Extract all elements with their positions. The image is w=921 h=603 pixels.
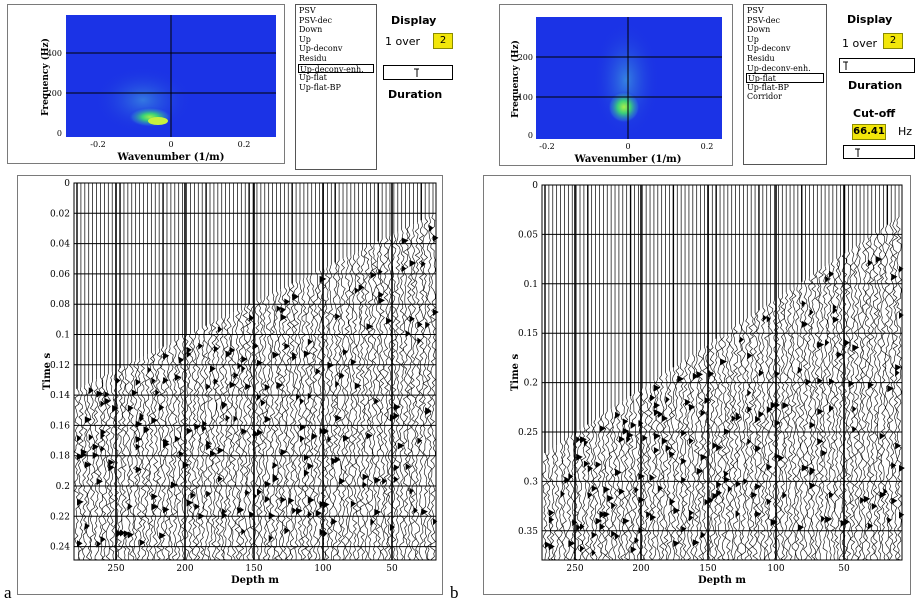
wavefield-item[interactable]: Down [299, 25, 323, 35]
depth-tick-label: 150 [245, 564, 262, 574]
duration-slider-a-thumb[interactable] [413, 68, 419, 77]
wavefield-list-b[interactable]: PSV PSV-dec Down Up Up-deconv Residu Up-deconv… [743, 4, 827, 165]
time-tick-label: 0.18 [50, 452, 70, 462]
fk-b-xtick-neg: -0.2 [539, 142, 554, 151]
time-tick-label: 0.1 [524, 280, 538, 290]
time-tick-label: 0.14 [50, 391, 70, 401]
one-over-label-b: 1 over [842, 37, 878, 50]
cutoff-label: Cut-off [853, 107, 896, 120]
cutoff-slider[interactable] [843, 145, 915, 159]
time-tick-label: 0.06 [50, 270, 70, 280]
time-tick-label: 0.25 [518, 428, 538, 438]
fk-a-xtick-zero: 0 [168, 140, 173, 149]
time-tick-label: 0.1 [56, 331, 70, 341]
seismic-section-a-plot: 0 0.02 0.04 0.06 0.08 0.1 0.12 0.14 0.16 0.18 0.2 0… [42, 179, 439, 586]
wavefield-item[interactable]: Up-deconv-enh. [298, 63, 374, 74]
time-tick-label: 0 [532, 181, 538, 191]
depth-tick-label: 100 [314, 564, 331, 574]
cutoff-slider-thumb[interactable] [854, 148, 860, 157]
panel-b-tag: b [450, 583, 459, 602]
time-tick-label: 0.08 [50, 300, 70, 310]
depth-tick-label: 200 [176, 564, 193, 574]
fk-spectrum-b-plot: 200 100 0 -0.2 0 0.2 Wavenumber (1/m) Fr… [510, 17, 722, 165]
wavefield-item[interactable]: PSV [299, 6, 316, 15]
wavefield-item[interactable]: Up-flat [299, 73, 327, 83]
wavefield-item[interactable]: Down [747, 25, 771, 35]
fk-b-ytick-100: 100 [518, 93, 533, 102]
one-over-label-a: 1 over [385, 35, 421, 48]
wavefield-item[interactable]: PSV-dec [747, 15, 780, 25]
fk-spectrum-b: 200 100 0 -0.2 0 0.2 Wavenumber (1/m) Fr… [499, 4, 733, 166]
duration-slider-b[interactable] [839, 58, 915, 73]
depth-tick-label: 200 [632, 564, 649, 574]
wavefield-item[interactable]: Up-flat-BP [299, 82, 341, 92]
seismic-section-b: 0 0.05 0.1 0.15 0.2 0.25 0.3 0.35 250 200 150 100 50… [483, 175, 911, 595]
duration-label-b: Duration [848, 79, 903, 92]
fk-b-xtick-zero: 0 [625, 142, 630, 151]
depth-axis-label: Depth m [231, 575, 279, 586]
wavefield-item[interactable]: PSV-dec [299, 15, 332, 25]
fk-a-ytick-400: 400 [47, 49, 62, 58]
fk-a-xlabel: Wavenumber (1/m) [117, 152, 225, 163]
seismic-section-a: 0 0.02 0.04 0.06 0.08 0.1 0.12 0.14 0.16 0.18 0.2 0… [17, 175, 443, 595]
fk-b-ytick-0: 0 [528, 131, 533, 140]
one-over-input-b[interactable]: 2 [883, 33, 903, 49]
wavefield-item[interactable]: Residu [747, 53, 775, 63]
wavefield-item[interactable]: Up-flat-BP [747, 82, 789, 92]
depth-tick-label: 100 [767, 564, 784, 574]
time-tick-label: 0.05 [518, 230, 538, 240]
fk-a-ytick-200: 200 [47, 89, 62, 98]
time-tick-label: 0.02 [50, 209, 70, 219]
wavefield-item[interactable]: Corridor [747, 92, 782, 102]
time-tick-label: 0.12 [50, 361, 70, 371]
wavefield-item[interactable]: PSV [747, 6, 764, 15]
panel-a-tag: a [4, 583, 12, 602]
fk-a-ylabel: Frequency (Hz) [40, 38, 51, 116]
fk-b-ytick-200: 200 [518, 53, 533, 62]
time-tick-label: 0.2 [56, 482, 70, 492]
time-tick-label: 0.35 [518, 527, 538, 537]
wavefield-item[interactable]: Up-deconv [299, 44, 343, 54]
wavefield-item[interactable]: Up [747, 34, 759, 44]
time-tick-label: 0.15 [518, 329, 538, 339]
depth-tick-label: 50 [386, 564, 398, 574]
wavefield-item[interactable]: Residu [299, 53, 327, 63]
time-tick-label: 0.2 [524, 379, 538, 389]
duration-label-a: Duration [388, 88, 443, 101]
fk-a-xtick-pos: 0.2 [238, 140, 251, 149]
wavefield-item[interactable]: Up-deconv-enh. [747, 63, 811, 73]
time-tick-label: 0.16 [50, 421, 70, 431]
fk-a-ytick-0: 0 [57, 129, 62, 138]
duration-slider-b-thumb[interactable] [842, 61, 848, 70]
fk-b-xtick-pos: 0.2 [701, 142, 714, 151]
cutoff-unit: Hz [898, 125, 913, 138]
display-label-a: Display [391, 14, 437, 27]
fk-spectrum-a: 400 200 0 -0.2 0 0.2 Wavenumber (1/m) Fr… [7, 4, 285, 164]
time-tick-label: 0.3 [524, 477, 539, 487]
duration-slider-a[interactable] [383, 65, 453, 80]
fk-a-xtick-neg: -0.2 [90, 140, 105, 149]
time-tick-label: 0.24 [50, 543, 70, 553]
depth-axis-label: Depth m [698, 575, 746, 586]
time-tick-label: 0 [64, 179, 70, 189]
one-over-input-a[interactable]: 2 [433, 33, 453, 49]
depth-tick-label: 50 [838, 564, 850, 574]
time-tick-label: 0.04 [50, 240, 70, 250]
wavefield-item[interactable]: Up-deconv [747, 44, 791, 54]
depth-tick-label: 250 [107, 564, 124, 574]
wavefield-item[interactable]: Up-flat [746, 73, 824, 83]
wavefield-item[interactable]: Up [299, 34, 311, 44]
time-axis-label: Time s [510, 353, 521, 391]
fk-b-ylabel: Frequency (Hz) [510, 40, 521, 118]
cutoff-input[interactable]: 66.41 [852, 124, 886, 140]
depth-tick-label: 250 [566, 564, 583, 574]
display-label-b: Display [847, 13, 893, 26]
depth-tick-label: 150 [699, 564, 716, 574]
wavefield-list-a[interactable]: PSV PSV-dec Down Up Up-deconv Residu Up-deconv… [295, 4, 377, 170]
time-axis-label: Time s [42, 352, 53, 390]
fk-b-xlabel: Wavenumber (1/m) [574, 154, 682, 165]
time-tick-label: 0.22 [50, 512, 70, 522]
fk-spectrum-a-plot: 400 200 0 -0.2 0 0.2 Wavenumber (1/m) Fr… [40, 15, 276, 163]
seismic-section-b-plot: 0 0.05 0.1 0.15 0.2 0.25 0.3 0.35 250 200 150 100 50… [510, 181, 905, 586]
